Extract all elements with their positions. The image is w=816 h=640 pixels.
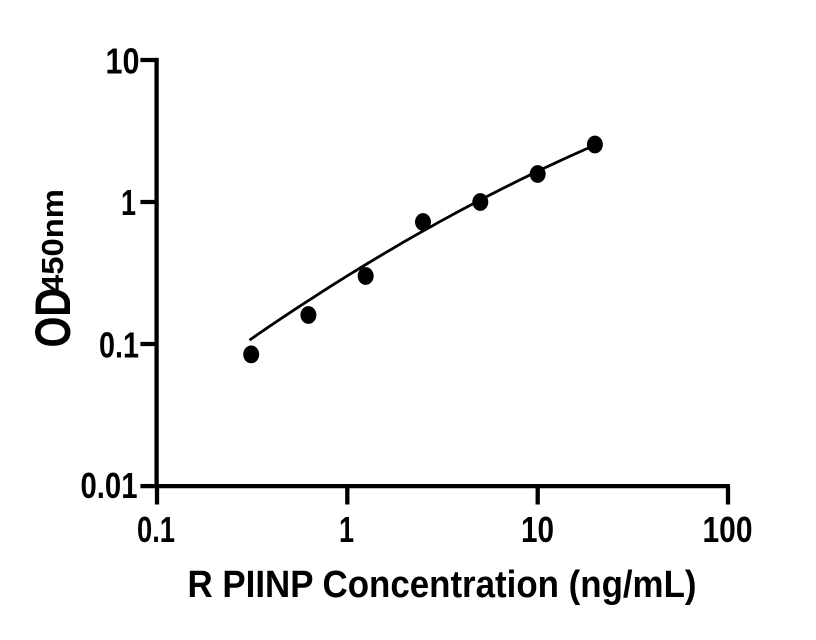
- svg-text:1: 1: [339, 509, 354, 550]
- svg-text:10: 10: [521, 509, 554, 550]
- svg-text:0.1: 0.1: [137, 509, 175, 550]
- svg-text:0.1: 0.1: [99, 325, 139, 366]
- svg-text:100: 100: [703, 509, 753, 550]
- svg-text:0.01: 0.01: [81, 465, 138, 506]
- svg-text:R PIINP Concentration (ng/mL): R PIINP Concentration (ng/mL): [188, 564, 697, 606]
- svg-text:10: 10: [106, 41, 140, 82]
- svg-text:1: 1: [121, 182, 136, 223]
- svg-text:OD450nm: OD450nm: [25, 189, 81, 348]
